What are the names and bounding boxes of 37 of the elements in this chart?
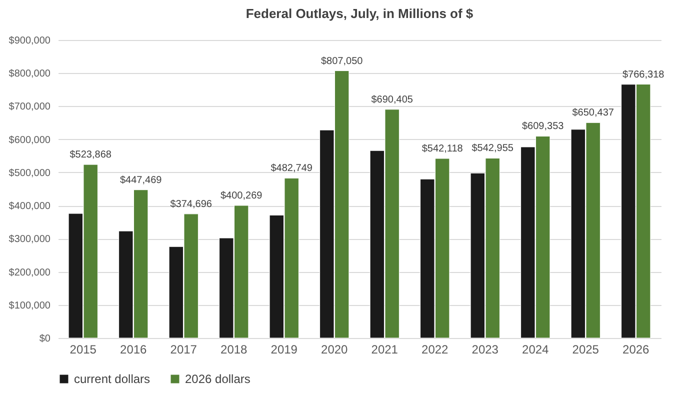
x-tick-label: 2025 <box>572 342 600 356</box>
y-tick-label: $700,000 <box>8 102 51 113</box>
y-tick-label: $300,000 <box>8 234 51 246</box>
chart-title: Federal Outlays, July, in Millions of $ <box>246 6 474 21</box>
x-tick-label: 2016 <box>120 342 148 356</box>
x-tick-label: 2017 <box>170 342 198 356</box>
data-label: $542,955 <box>472 143 514 154</box>
data-label: $447,469 <box>120 174 162 186</box>
x-tick-label: 2015 <box>70 342 97 356</box>
x-tick-label: 2021 <box>371 342 398 356</box>
data-label: $807,050 <box>320 56 364 67</box>
legend-label: current dollars <box>74 372 150 386</box>
y-tick-label: $500,000 <box>8 168 51 179</box>
x-tick-label: 2022 <box>422 342 449 356</box>
data-label: $523,868 <box>70 150 112 161</box>
y-tick-label: $900,000 <box>8 36 51 46</box>
data-label: $766,318 <box>622 69 665 80</box>
data-label: $609,353 <box>522 121 564 132</box>
x-tick-label: 2019 <box>270 342 298 356</box>
data-label: $482,749 <box>270 163 313 174</box>
y-tick-label: $800,000 <box>8 68 51 80</box>
data-label: $542,118 <box>422 144 464 154</box>
data-label: $650,437 <box>572 108 614 119</box>
x-tick-label: 2023 <box>472 342 499 356</box>
y-tick-label: $600,000 <box>8 134 51 146</box>
x-tick-label: 2018 <box>220 342 248 356</box>
x-tick-label: 2024 <box>522 342 550 356</box>
data-label: $400,269 <box>220 190 263 202</box>
y-tick-label: $0 <box>39 334 51 344</box>
y-tick-label: $100,000 <box>8 300 51 312</box>
data-label: $374,696 <box>170 198 212 210</box>
y-tick-label: $400,000 <box>8 201 51 212</box>
x-tick-label: 2026 <box>622 342 650 356</box>
legend-label: 2026 dollars <box>185 372 250 386</box>
data-label: $690,405 <box>371 94 414 106</box>
x-tick-label: 2020 <box>321 342 348 356</box>
y-tick-label: $200,000 <box>8 267 51 278</box>
